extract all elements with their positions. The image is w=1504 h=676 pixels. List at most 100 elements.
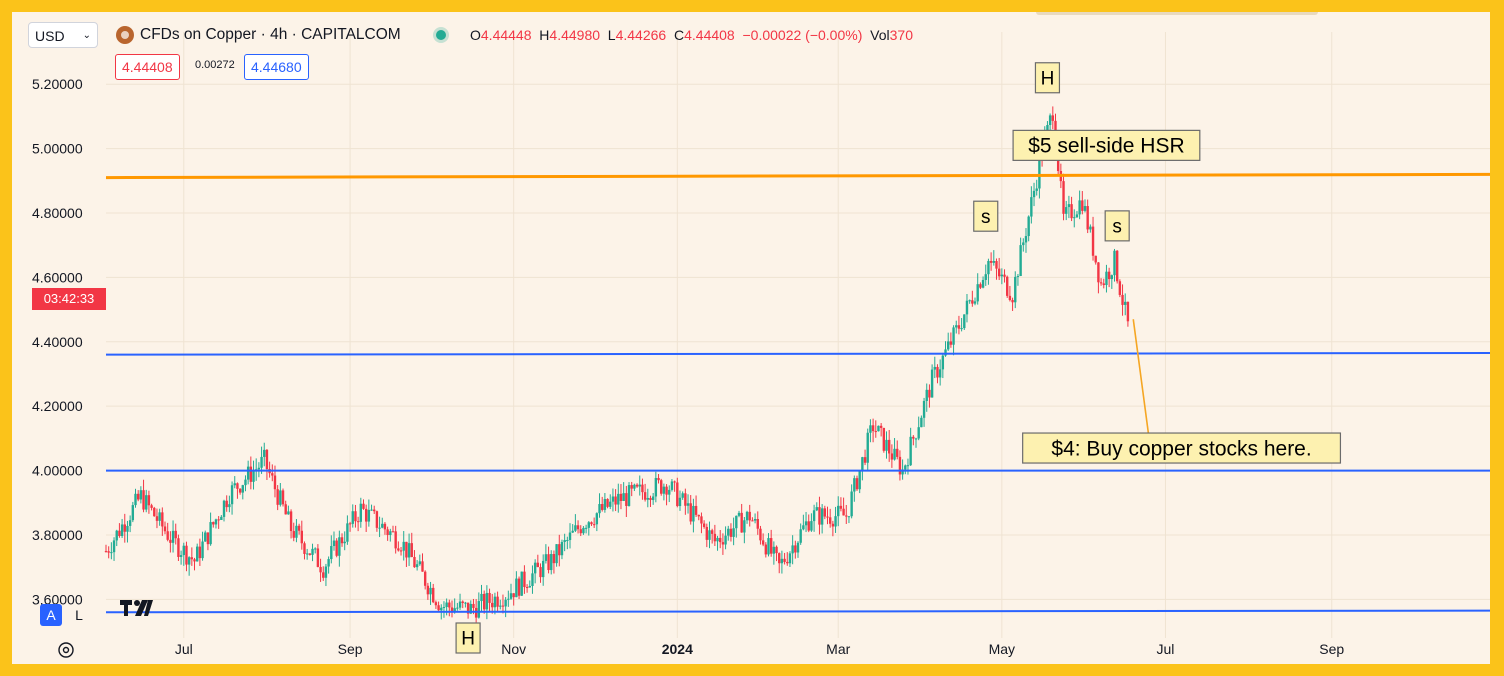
candle-body [566,540,569,542]
candle-body [638,484,641,487]
candle-body [1024,236,1028,243]
candle-body [861,457,864,471]
candle-body [456,607,459,609]
candle-body [496,596,499,607]
candle-body [796,542,800,553]
candle-body [1003,274,1006,277]
candle-body [713,533,717,542]
candle-body [338,537,341,556]
candle-body [887,439,891,454]
candle-body [582,527,585,534]
candle-body [590,522,593,525]
annotation-box-5 [1022,432,1342,464]
candle-body [1099,282,1103,284]
candle-body [120,524,124,536]
candle-body [949,341,953,345]
candle-body [193,559,196,562]
candle-body [756,519,759,529]
candle-body [448,602,451,608]
candle-body [979,284,982,288]
candle-body [544,554,548,561]
bar-countdown-timer: 03:42:33 [32,288,106,310]
auto-scale-button[interactable]: A [40,604,62,626]
candle-body [890,453,894,460]
price-chart[interactable]: 5.20000 5.00000 4.80000 4.60000 4.40000 4.200… [12,12,1490,664]
candle-body [584,527,588,529]
candle-body [963,314,966,329]
candle-body [509,593,513,599]
candle-body [928,389,931,398]
annotation-label-4: $5 sell-side HSR [1028,135,1184,158]
candle-body [786,561,789,564]
candle-body [938,369,942,378]
candle-body [1083,206,1087,211]
candle-body [434,602,438,606]
candle-body [622,493,625,501]
candle-body [115,530,118,541]
ohlc-high-value: 4.44980 [549,27,601,43]
currency-select[interactable]: USD ⌄ [28,22,98,48]
candle-body [112,540,116,553]
candle-body [662,486,666,494]
candle-body [1105,271,1108,286]
candle-body [480,593,483,602]
candle-body [853,478,856,492]
y-tick-label-1: 5.00000 [32,141,83,157]
y-tick-label-5: 4.20000 [32,398,83,414]
candle-body [1115,250,1119,282]
candle-body [150,505,153,508]
candle-body [445,602,448,607]
candle-body [957,325,961,329]
x-tick-label-2: Nov [501,641,526,657]
candle-body [668,489,671,495]
chart-panel[interactable]: 5.20000 5.00000 4.80000 4.60000 4.40000 4.200… [12,12,1490,664]
candle-body [410,543,413,557]
annotation-box-3 [1104,210,1130,242]
sell-price-button[interactable]: 4.44408 [115,54,180,80]
candle-body [898,456,902,475]
candle-body [563,540,566,542]
candle-body [386,529,389,535]
candle-body [547,554,550,571]
candle-body [1124,301,1127,305]
candle-body [1107,271,1111,280]
ohlc-low-key: L [607,27,616,43]
log-scale-button[interactable]: L [75,607,83,623]
candle-body [882,427,886,451]
candle-body [660,480,663,494]
candle-body [871,425,875,432]
x-tick-label-4: Mar [826,641,850,657]
candle-body [389,531,392,535]
gear-icon[interactable] [56,640,76,660]
candle-body [802,525,805,530]
candle-body [212,522,215,525]
candle-body [820,508,824,525]
candle-body [788,553,792,564]
candle-body [381,523,384,528]
candle-body [952,327,955,345]
candle-body [271,473,274,476]
candle-body [209,522,212,545]
candle-body [493,596,497,608]
buy-price-button[interactable]: 4.44680 [244,54,309,80]
candle-body [222,500,226,517]
candle-body [917,427,920,439]
candle-body [1027,216,1030,237]
candle-body [724,535,727,545]
candle-body [1075,214,1079,218]
candle-body [823,508,827,517]
y-tick-label-7: 3.80000 [32,527,83,543]
candle-body [901,469,904,475]
candle-body [753,519,757,521]
candle-body [828,517,832,524]
candle-body [987,260,990,275]
top-toolbar-tab[interactable] [1036,12,1318,15]
candle-body [504,599,507,607]
candle-body [767,538,770,555]
candle-body [520,571,523,596]
candle-body [375,511,379,528]
symbol-title[interactable]: CFDs on Copper · 4h · CAPITALCOM [140,26,401,43]
candle-body [879,425,883,428]
y-tick-label-8: 3.60000 [32,591,83,607]
candle-body [909,436,912,466]
